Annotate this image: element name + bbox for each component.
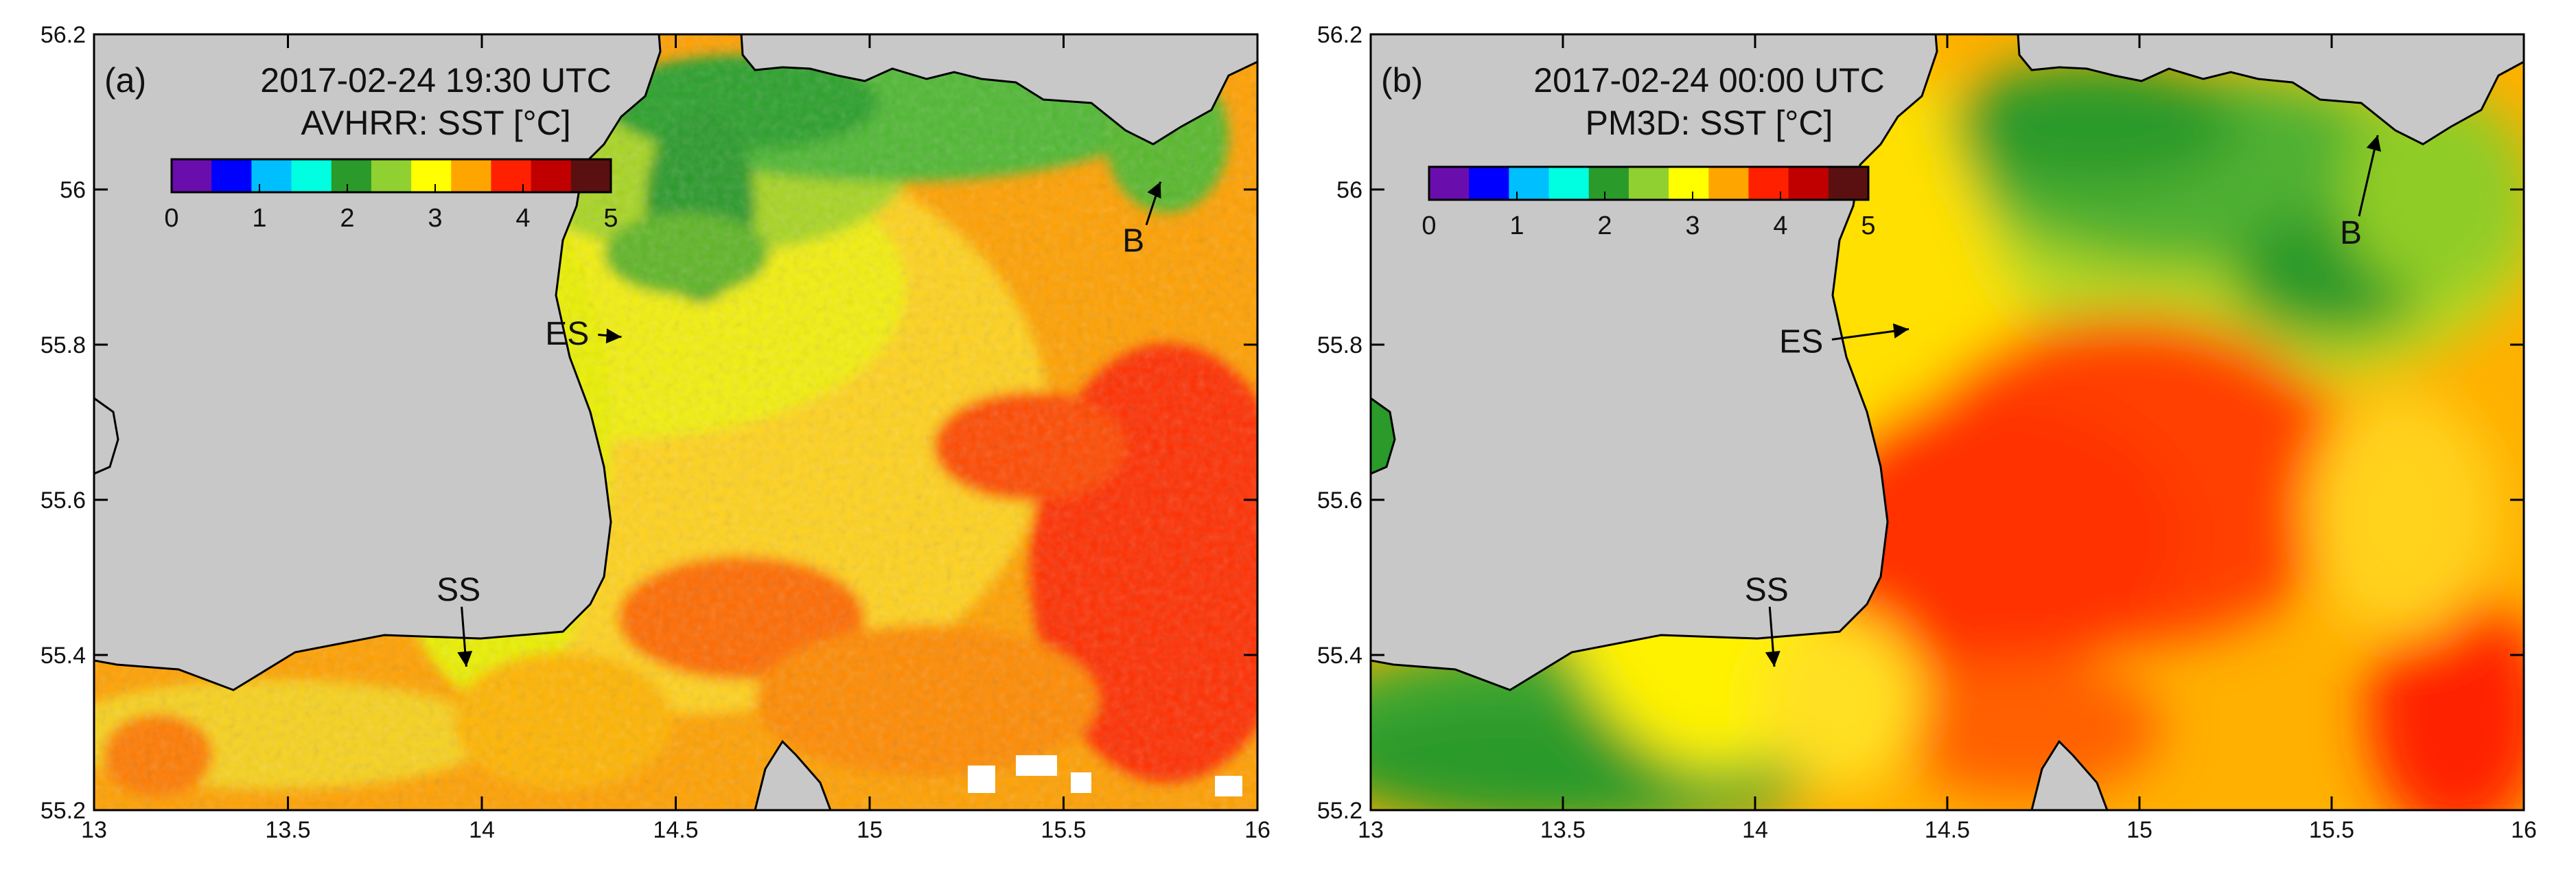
colorbar-tick-label: 1	[1509, 211, 1524, 240]
colorbar-tick-label: 2	[340, 204, 354, 233]
colorbar-tick-label: 1	[252, 204, 266, 233]
colorbar-swatch	[491, 159, 532, 192]
x-tick-label: 15	[2126, 817, 2153, 843]
colorbar-swatch	[451, 159, 491, 192]
colorbar-swatch	[1509, 167, 1550, 200]
y-tick-label: 55.6	[40, 487, 86, 514]
panel-a-source: AVHRR: SST [°C]	[301, 104, 570, 142]
x-tick-label: 13	[1358, 817, 1384, 843]
colorbar-swatch	[211, 159, 252, 192]
colorbar-tick-label: 2	[1597, 211, 1612, 240]
marker-label-ss: SS	[437, 572, 480, 608]
panel-b-colorbar: 0 1 2 3 4 5	[1422, 165, 1876, 240]
panel-a-markers: ES SS B	[437, 181, 1162, 667]
colorbar-swatch	[1748, 167, 1789, 200]
colorbar-swatch	[1469, 167, 1509, 200]
x-tick-label: 14	[1742, 817, 1768, 843]
colorbar-tick-label: 3	[428, 204, 442, 233]
colorbar-tick-label: 3	[1685, 211, 1699, 240]
colorbar-swatch	[1788, 167, 1829, 200]
panel-b-land-south	[2030, 739, 2109, 810]
y-tick-label: 55.4	[1317, 643, 1362, 669]
panel-a-label: (a)	[104, 61, 146, 100]
marker-arrowhead	[1892, 323, 1909, 338]
colorbar-frame	[170, 158, 612, 194]
panel-a-sea-surface	[94, 34, 1257, 810]
colorbar-swatch	[1828, 167, 1869, 200]
panel-a-ticks: 13 13.5 14 14.5 15 15.5 1655.255.455.655.85656…	[40, 22, 1270, 843]
colorbar-swatch	[1669, 167, 1709, 200]
panel-a-avhrr-map: 13 13.5 14 14.5 15 15.5 1655.255.455.655.85656…	[40, 22, 1270, 843]
panel-b-pm3d-map: 13 13.5 14 14.5 15 15.5 1655.255.455.655.85656…	[1317, 22, 2537, 843]
colorbar-swatch	[1429, 167, 1470, 200]
panel-a-land-bornholm-coast	[740, 34, 1257, 146]
colorbar-frame	[1428, 165, 1870, 201]
colorbar-swatch	[331, 159, 372, 192]
colorbar-swatch	[411, 159, 452, 192]
panel-a-colorbar: 0 1 2 3 4 5	[164, 158, 618, 233]
marker-arrowhead	[605, 328, 622, 344]
marker-label-es: ES	[545, 316, 589, 352]
y-tick-label: 56.2	[1317, 22, 1362, 48]
marker-label-es: ES	[1779, 323, 1823, 360]
x-tick-label: 15	[857, 817, 883, 843]
panel-b-source: PM3D: SST [°C]	[1586, 104, 1833, 142]
colorbar-swatch	[570, 159, 612, 192]
y-tick-label: 56	[60, 177, 86, 203]
marker-arrowhead	[1765, 650, 1780, 667]
colorbar-tick-label: 5	[1861, 211, 1875, 240]
panel-a-land-scania	[94, 34, 662, 691]
panel-b-land-bornholm-coast	[2017, 34, 2524, 146]
marker-label-ss: SS	[1745, 572, 1789, 608]
panel-a-datetime: 2017-02-24 19:30 UTC	[260, 61, 611, 100]
marker-label-b: B	[2340, 215, 2362, 251]
colorbar-swatch	[1628, 167, 1669, 200]
panel-b-ticks: 13 13.5 14 14.5 15 15.5 1655.255.455.655.85656…	[1317, 22, 2537, 843]
marker-arrowhead	[457, 650, 473, 667]
colorbar-tick-label: 4	[1773, 211, 1787, 240]
colorbar-swatch	[1548, 167, 1590, 200]
colorbar-swatch	[172, 159, 212, 192]
colorbar-tick-label: 0	[164, 204, 178, 233]
y-tick-label: 56	[1336, 177, 1362, 203]
panel-b-markers: ES SS B	[1745, 135, 2381, 667]
x-tick-label: 16	[1244, 817, 1270, 843]
colorbar-swatch	[371, 159, 412, 192]
y-tick-label: 56.2	[40, 22, 86, 48]
x-tick-label: 13.5	[1540, 817, 1586, 843]
x-tick-label: 13	[81, 817, 107, 843]
colorbar-swatch	[291, 159, 332, 192]
marker-label-b: B	[1122, 222, 1144, 259]
panel-a-land-west-edge	[94, 397, 119, 475]
marker-arrowhead	[2366, 135, 2381, 152]
colorbar-tick-label: 5	[603, 204, 618, 233]
x-tick-label: 13.5	[265, 817, 310, 843]
panel-b-datetime: 2017-02-24 00:00 UTC	[1533, 61, 1884, 100]
panel-b-land-west-edge	[1371, 397, 1396, 475]
marker-arrowhead	[1147, 181, 1161, 199]
panel-b-sea-surface	[1371, 34, 2524, 810]
x-tick-label: 15.5	[2309, 817, 2354, 843]
colorbar-swatch	[1588, 167, 1629, 200]
y-tick-label: 55.8	[40, 332, 86, 358]
panel-a-land-south	[754, 739, 832, 810]
colorbar-swatch	[531, 159, 572, 192]
x-tick-label: 14	[469, 817, 495, 843]
colorbar-tick-label: 4	[515, 204, 530, 233]
y-tick-label: 55.6	[1317, 487, 1362, 514]
y-tick-label: 55.8	[1317, 332, 1362, 358]
colorbar-tick-label: 0	[1422, 211, 1436, 240]
x-tick-label: 16	[2511, 817, 2537, 843]
y-tick-label: 55.4	[40, 643, 86, 669]
y-tick-label: 55.2	[40, 798, 86, 824]
x-tick-label: 14.5	[1925, 817, 1970, 843]
panel-b-label: (b)	[1381, 61, 1423, 100]
y-tick-label: 55.2	[1317, 798, 1362, 824]
x-tick-label: 15.5	[1041, 817, 1086, 843]
colorbar-swatch	[251, 159, 292, 192]
colorbar-swatch	[1708, 167, 1749, 200]
x-tick-label: 14.5	[653, 817, 698, 843]
